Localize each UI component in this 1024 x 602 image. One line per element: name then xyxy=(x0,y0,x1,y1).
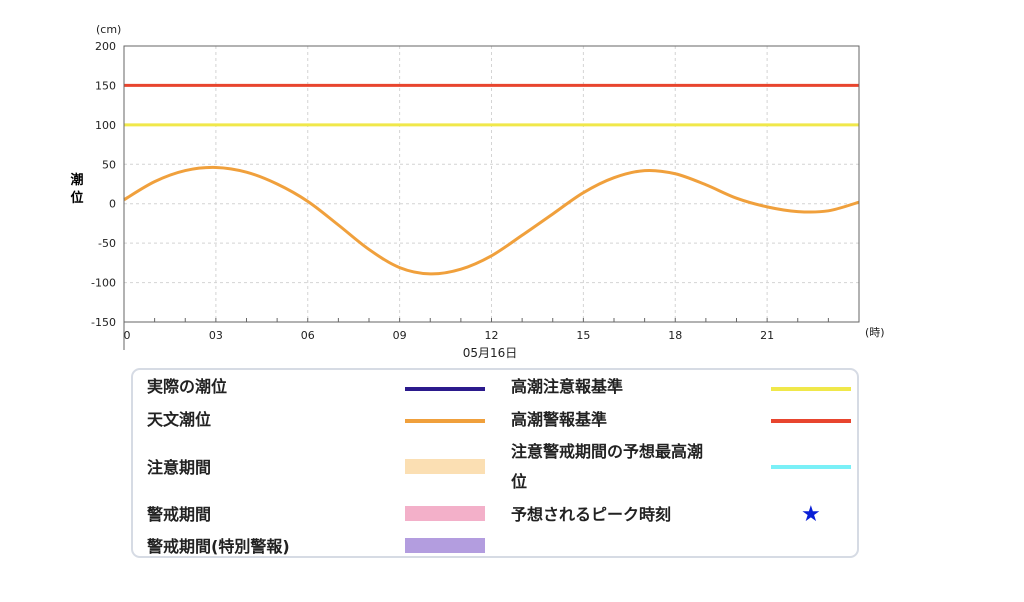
legend-band-swatch xyxy=(405,459,485,474)
y-tick-label: -50 xyxy=(98,237,116,250)
y-axis-title-char-2: 位 xyxy=(70,190,83,206)
legend-line-swatch xyxy=(405,387,485,391)
legend: 実際の潮位天文潮位注意期間警戒期間警戒期間(特別警報) 高潮注意報基準 高潮警報基準… xyxy=(131,368,859,558)
tide-chart: 200 150 100 50 0 -50 -100 -150 0 03 06 09 12 15 18 21 (… xyxy=(70,23,885,360)
legend-label: 高潮警報基準 xyxy=(511,410,608,429)
y-tick-label: 200 xyxy=(95,40,116,53)
y-tick-label: 50 xyxy=(102,158,116,171)
legend-line-swatch xyxy=(771,419,851,423)
legend-label: 実際の潮位 xyxy=(147,377,228,396)
y-tick-label: -150 xyxy=(91,316,116,329)
grid-lines xyxy=(124,45,859,323)
series-line-astronomical-tide xyxy=(123,165,860,276)
x-tick-label: 21 xyxy=(760,329,774,342)
legend-label: 注意期間 xyxy=(147,458,212,477)
date-label: 05月16日 xyxy=(463,346,518,360)
star-icon: ★ xyxy=(801,502,821,527)
legend-label: 警戒期間(特別警報) xyxy=(147,537,290,556)
legend-line-swatch xyxy=(771,465,851,469)
series-lines xyxy=(123,165,860,276)
legend-label-continuation: 位 xyxy=(511,472,528,491)
legend-band-swatch xyxy=(405,538,485,553)
y-tick-label: 0 xyxy=(109,198,116,211)
x-tick-label: 12 xyxy=(485,329,499,342)
legend-label: 天文潮位 xyxy=(147,410,212,429)
x-tick-label: 18 xyxy=(668,329,682,342)
x-tick-label: 15 xyxy=(576,329,590,342)
y-tick-label: -100 xyxy=(91,277,116,290)
x-tick-label: 09 xyxy=(393,329,407,342)
y-tick-label: 150 xyxy=(95,79,116,92)
y-tick-label: 100 xyxy=(95,119,116,132)
x-tick-label: 03 xyxy=(209,329,223,342)
plot-frame xyxy=(123,45,860,323)
reference-lines xyxy=(124,83,859,127)
legend-line-swatch xyxy=(405,419,485,423)
legend-label: 高潮注意報基準 xyxy=(511,377,624,396)
legend-label: 注意警戒期間の予想最高潮 xyxy=(511,442,704,461)
y-axis-title-char-1: 潮 xyxy=(70,172,83,188)
x-tick-label: 06 xyxy=(301,329,315,342)
x-unit-label: (時) xyxy=(865,326,885,339)
x-tick-label: 0 xyxy=(124,329,131,342)
axes: 200 150 100 50 0 -50 -100 -150 0 03 06 09 12 15 18 21 xyxy=(91,40,860,350)
legend-label: 警戒期間 xyxy=(147,505,212,524)
legend-label: 予想されるピーク時刻 xyxy=(511,505,672,524)
legend-line-swatch xyxy=(771,387,851,391)
legend-band-swatch xyxy=(405,506,485,521)
y-unit-label: (cm) xyxy=(96,23,121,36)
